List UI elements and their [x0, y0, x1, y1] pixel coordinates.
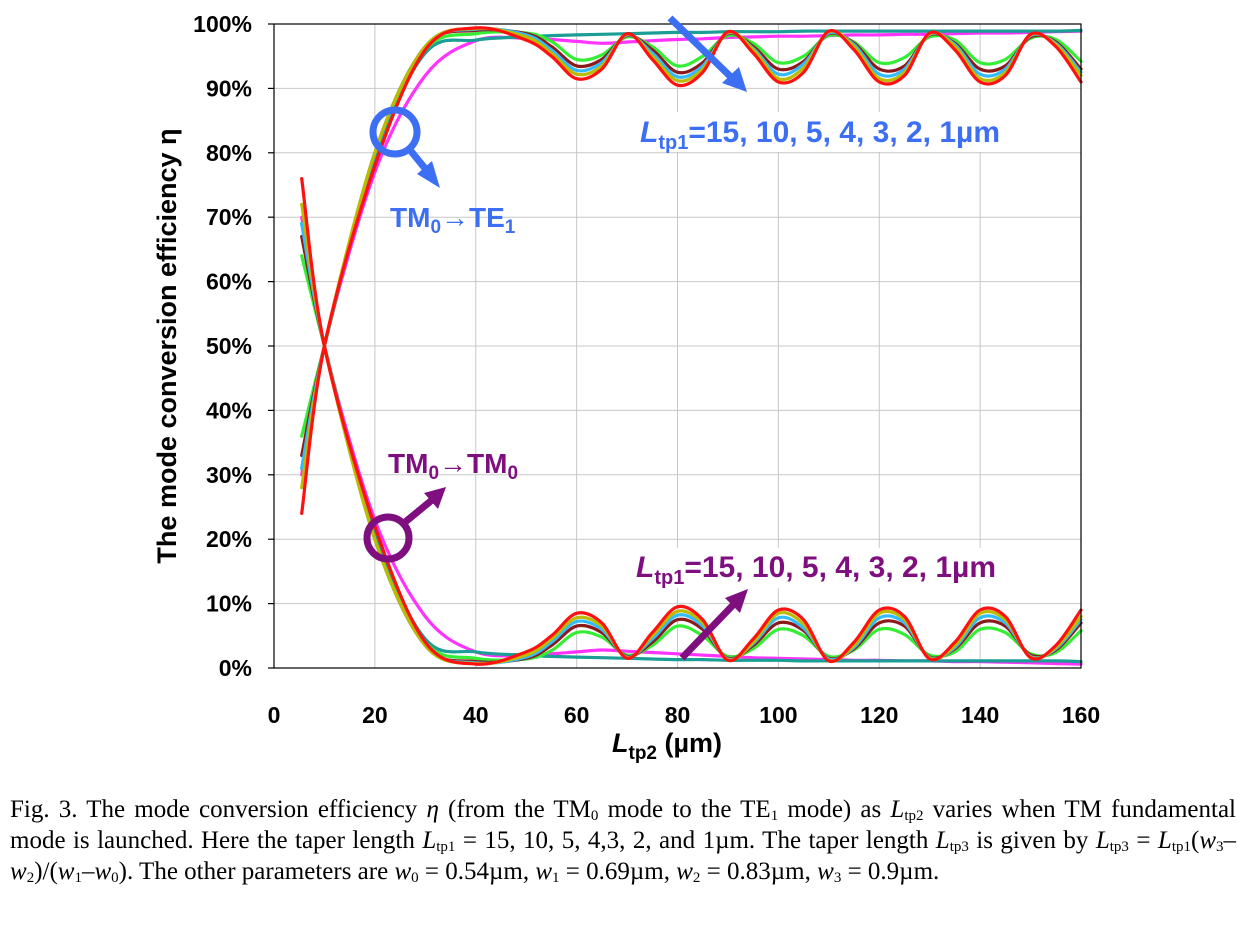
tm-mode-label: TM0→TM0 [388, 448, 518, 484]
x-axis-title-sub: tp2 [629, 743, 658, 764]
te-lengths-arrow-head [722, 67, 747, 92]
x-tick-label: 100 [759, 702, 797, 728]
y-tick-label: 100% [193, 11, 252, 37]
y-tick-label: 40% [206, 397, 252, 423]
tm-group-circle [363, 513, 413, 563]
figure-caption: Fig. 3. The mode conversion efficiency η… [10, 796, 1236, 886]
x-tick-label: 40 [463, 702, 489, 728]
tm-annotation: TM0→TM0 [363, 448, 518, 563]
y-tick-label: 20% [206, 526, 252, 552]
te-lengths-arrow-shaft [667, 15, 735, 81]
series-line-tm0-11 [300, 222, 1083, 665]
x-tick-label: 80 [665, 702, 691, 728]
series-line-tm0-7 [300, 215, 1083, 666]
x-axis-title-rest: (µm) [657, 728, 722, 758]
te-lengths-label-bg [636, 112, 1070, 152]
chart: 0% 10% 20% 30% 40% 50% 60% 70% 80% 90% 100% 0 20 40 6… [152, 11, 1101, 764]
y-tick-label: 90% [206, 75, 252, 101]
x-axis-title: Ltp2 (µm) [612, 728, 722, 764]
x-tick-label: 160 [1062, 702, 1100, 728]
series-line-tm0-8 [300, 222, 1083, 664]
x-tick-label: 60 [564, 702, 590, 728]
tm-group-arrow-head [424, 487, 446, 509]
y-tick-label: 50% [206, 333, 252, 359]
series-line-tm0-13 [300, 177, 1083, 666]
y-tick-label: 10% [206, 591, 252, 617]
te-lengths-label: Ltp1=15, 10, 5, 4, 3, 2, 1µm [640, 116, 1000, 154]
te-mode-label: TM0→TE1 [390, 202, 516, 238]
series-line-te1-4 [300, 27, 1083, 470]
x-axis-ticks: 0 20 40 60 80 100 120 140 160 [268, 702, 1101, 728]
series-lines [300, 26, 1083, 666]
y-tick-label: 70% [206, 204, 252, 230]
series-line-te1-5 [300, 26, 1083, 490]
te-group-circle [369, 106, 421, 158]
tm-lengths-label-bg [632, 548, 1070, 588]
tm-lengths-arrow-head [725, 589, 748, 613]
x-axis-title-main: L [612, 728, 629, 758]
series-line-te1-6 [300, 26, 1083, 515]
y-tick-label: 0% [219, 655, 252, 681]
x-tick-label: 140 [961, 702, 999, 728]
te-lengths-annotation: Ltp1=15, 10, 5, 4, 3, 2, 1µm [636, 15, 1070, 154]
x-tick-label: 20 [362, 702, 388, 728]
te-annotation: TM0→TE1 [369, 106, 516, 238]
tm-lengths-label: Ltp1=15, 10, 5, 4, 3, 2, 1µm [636, 551, 996, 589]
te-group-arrow-head [417, 161, 440, 188]
y-tick-label: 80% [206, 140, 252, 166]
y-tick-label: 60% [206, 269, 252, 295]
series-line-tm0-9 [300, 254, 1083, 662]
y-axis-title: The mode conversion efficiency η [152, 128, 182, 563]
series-line-te1-1 [300, 28, 1083, 470]
tm-lengths-annotation: Ltp1=15, 10, 5, 4, 3, 2, 1µm [632, 548, 1070, 661]
y-tick-label: 30% [206, 462, 252, 488]
series-line-te1-2 [300, 30, 1083, 438]
series-line-te1-0 [300, 29, 1083, 477]
series-line-tm0-12 [300, 202, 1083, 666]
x-tick-label: 0 [268, 702, 281, 728]
series-line-te1-3 [300, 28, 1083, 458]
tm-lengths-arrow-shaft [679, 600, 738, 661]
y-axis-ticks: 0% 10% 20% 30% 40% 50% 60% 70% 80% 90% 100% [193, 11, 274, 681]
tm-group-arrow-shaft [401, 497, 435, 526]
x-tick-label: 120 [860, 702, 898, 728]
